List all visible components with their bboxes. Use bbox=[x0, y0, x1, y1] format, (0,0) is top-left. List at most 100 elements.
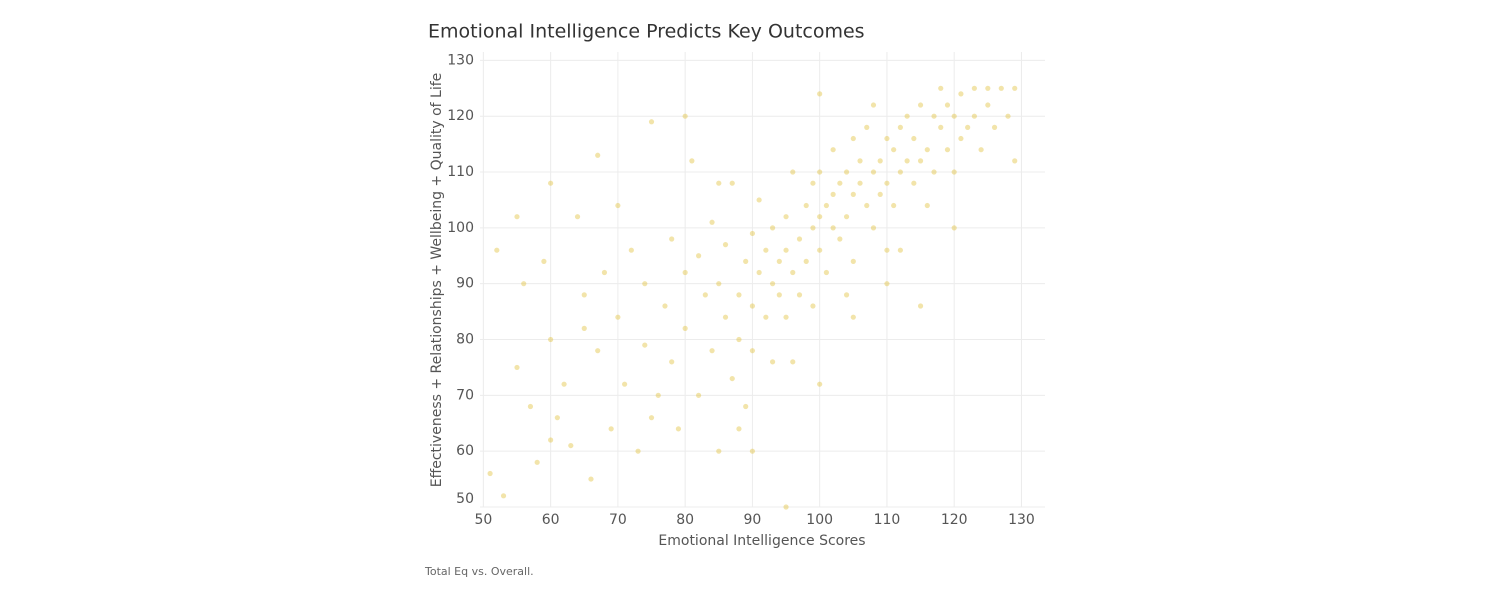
point bbox=[971, 113, 977, 119]
point bbox=[500, 493, 507, 499]
point bbox=[951, 225, 957, 231]
point bbox=[917, 303, 924, 309]
point bbox=[817, 381, 823, 387]
point bbox=[864, 124, 870, 130]
point bbox=[783, 247, 789, 253]
point bbox=[702, 292, 708, 298]
point bbox=[743, 403, 749, 410]
point bbox=[568, 442, 574, 449]
point bbox=[769, 359, 776, 365]
point bbox=[736, 292, 742, 298]
point bbox=[877, 158, 883, 164]
point bbox=[716, 281, 722, 287]
point bbox=[783, 214, 789, 220]
point bbox=[850, 258, 856, 264]
point bbox=[763, 314, 769, 320]
point bbox=[850, 191, 856, 197]
point bbox=[817, 169, 823, 175]
point bbox=[843, 169, 850, 175]
point bbox=[810, 225, 816, 231]
point bbox=[615, 202, 621, 209]
point bbox=[931, 169, 937, 175]
point bbox=[541, 258, 547, 264]
point bbox=[891, 147, 897, 153]
point bbox=[884, 135, 890, 142]
point bbox=[817, 91, 823, 97]
point bbox=[494, 247, 500, 253]
point bbox=[870, 102, 877, 108]
y-tick-label: 110 bbox=[447, 164, 474, 180]
point bbox=[682, 113, 688, 119]
point bbox=[830, 225, 836, 231]
y-tick-label: 80 bbox=[456, 332, 474, 348]
point bbox=[709, 219, 715, 225]
x-tick-label: 60 bbox=[542, 512, 560, 528]
point bbox=[971, 85, 977, 91]
point bbox=[965, 124, 971, 130]
point bbox=[595, 152, 601, 158]
point bbox=[601, 269, 608, 276]
y-tick-label: 50 bbox=[456, 491, 474, 507]
point bbox=[729, 375, 735, 382]
x-tick-label: 80 bbox=[676, 512, 694, 528]
point bbox=[574, 214, 581, 220]
point bbox=[796, 236, 803, 242]
point bbox=[924, 202, 930, 209]
point bbox=[790, 269, 796, 276]
point bbox=[648, 119, 655, 125]
x-tick-label: 120 bbox=[941, 512, 968, 528]
point bbox=[810, 303, 816, 309]
point bbox=[843, 292, 850, 298]
point bbox=[1005, 113, 1011, 119]
point bbox=[749, 448, 756, 454]
point bbox=[749, 303, 756, 309]
x-axis-title: Emotional Intelligence Scores bbox=[658, 533, 865, 549]
point bbox=[749, 230, 756, 237]
point bbox=[938, 124, 944, 130]
point bbox=[904, 158, 910, 164]
point bbox=[696, 392, 702, 398]
point bbox=[991, 124, 998, 130]
point bbox=[749, 348, 756, 354]
x-tick-label: 50 bbox=[474, 512, 492, 528]
point bbox=[897, 124, 903, 130]
point bbox=[978, 147, 984, 153]
point bbox=[823, 269, 829, 276]
point bbox=[736, 426, 742, 432]
point bbox=[696, 253, 702, 259]
point bbox=[985, 102, 991, 108]
point bbox=[716, 448, 722, 454]
point bbox=[548, 336, 554, 343]
point bbox=[790, 169, 796, 175]
point bbox=[958, 135, 964, 142]
point bbox=[648, 415, 655, 421]
point bbox=[917, 158, 924, 164]
point bbox=[803, 258, 809, 264]
point bbox=[897, 169, 903, 175]
point bbox=[817, 214, 823, 220]
point bbox=[897, 247, 903, 253]
point bbox=[514, 214, 520, 220]
point bbox=[655, 392, 661, 398]
y-tick-label: 60 bbox=[456, 443, 474, 459]
point bbox=[796, 292, 803, 298]
point bbox=[743, 258, 749, 264]
point bbox=[850, 135, 856, 142]
point bbox=[642, 342, 648, 348]
point bbox=[944, 102, 951, 108]
x-tick-label: 110 bbox=[874, 512, 901, 528]
point bbox=[642, 281, 648, 287]
point bbox=[709, 348, 715, 354]
point bbox=[628, 247, 634, 253]
point bbox=[951, 113, 957, 119]
point bbox=[561, 381, 567, 387]
point bbox=[622, 381, 628, 387]
point bbox=[534, 459, 540, 465]
point bbox=[911, 135, 917, 142]
point bbox=[958, 91, 964, 97]
point bbox=[514, 364, 520, 371]
point bbox=[769, 225, 776, 231]
point bbox=[588, 476, 594, 482]
point bbox=[669, 236, 675, 242]
point bbox=[682, 325, 688, 331]
